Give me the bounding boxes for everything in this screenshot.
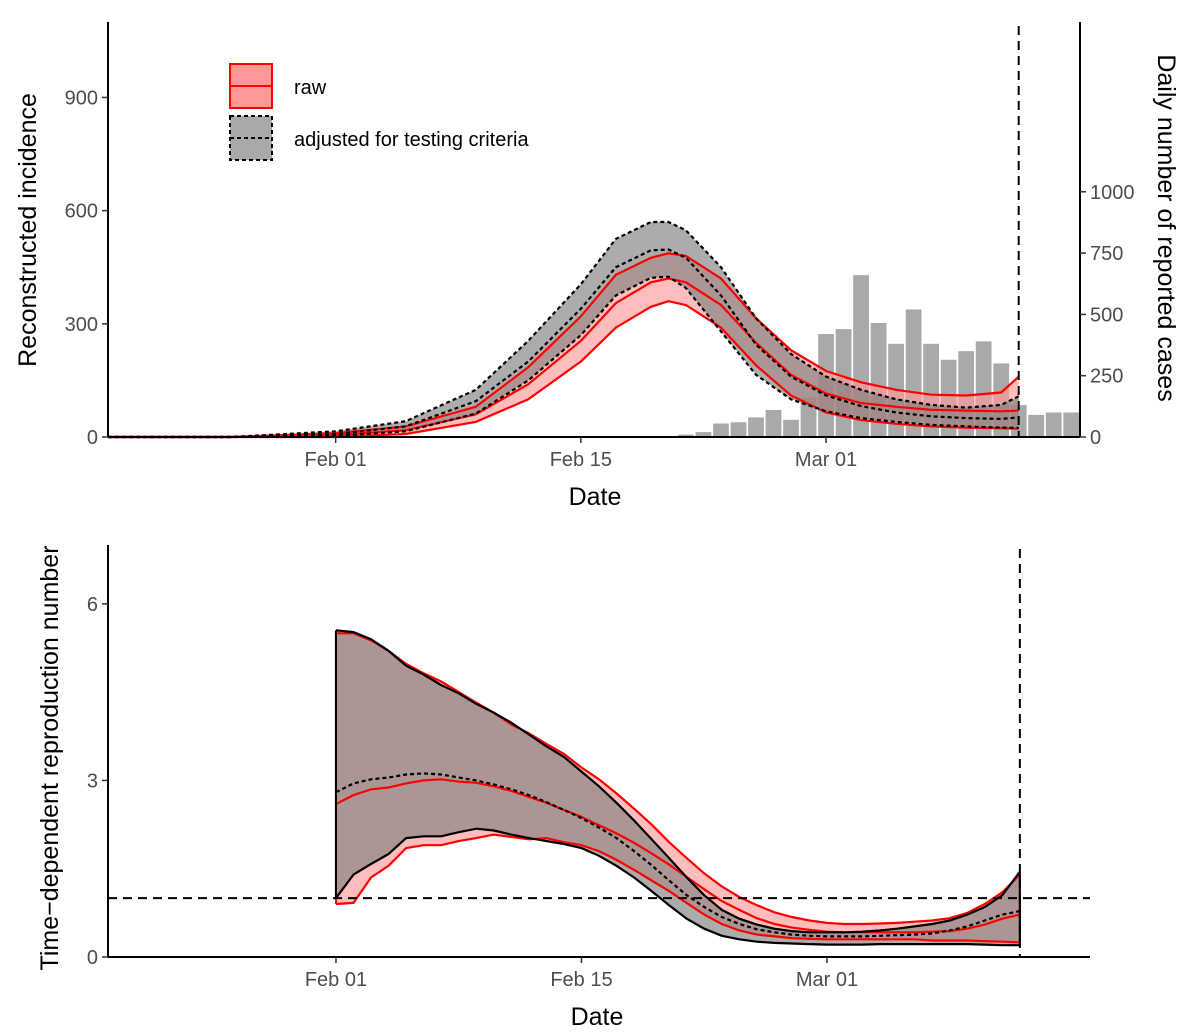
incidence-bands (108, 222, 1019, 437)
bar-58 (783, 419, 799, 437)
legend-label-raw: raw (294, 77, 327, 99)
y-tick-label-900: 900 (65, 87, 98, 109)
reproduction-panel: 0 3 6 Feb 01 Feb 15 Mar 01 Date Time−dependen… (36, 545, 1090, 1031)
bar-72 (1028, 414, 1045, 437)
x-tick-label-feb-15: Feb 15 (550, 449, 612, 471)
x-tick-label-feb-01: Feb 01 (305, 969, 367, 991)
x-tick-label-feb-01: Feb 01 (305, 449, 367, 471)
y-tick-label-0: 0 (87, 427, 98, 449)
bar-73 (1045, 412, 1062, 437)
y-tick-label-3: 3 (87, 770, 98, 792)
bar-52 (678, 434, 694, 437)
right-tick-label-0: 0 (1090, 427, 1101, 449)
band-adjusted-for-testing-criteria (336, 630, 1020, 946)
x-tick-label-mar-01: Mar 01 (796, 969, 858, 991)
incidence-x-axis-title: Date (569, 483, 622, 511)
line-adjusted-for-testing-criteria-upper (335, 629, 1021, 934)
bar-57 (765, 410, 782, 437)
line-adjusted-for-testing-criteria-lower (335, 827, 1020, 947)
right-tick-label-1000: 1000 (1090, 182, 1135, 204)
right-tick-label-750: 750 (1090, 243, 1123, 265)
legend: raw adjusted for testing criteria (229, 63, 529, 161)
incidence-axes: 0 300 600 900 Feb 01 Feb 15 Mar 01 0 250 500 750 10… (65, 22, 1135, 471)
bar-55 (730, 422, 747, 437)
reproduction-axes: 0 3 6 Feb 01 Feb 15 Mar 01 (87, 545, 1090, 991)
incidence-lines (108, 220, 1020, 439)
right-tick-label-250: 250 (1090, 366, 1123, 388)
incidence-right-axis-title: Daily number of reported cases (1152, 54, 1180, 401)
reproduction-y-axis-title: Time−dependent reproduction number (36, 545, 64, 970)
line-adjusted-for-testing-criteria-mid (108, 248, 1019, 439)
band-adjusted-for-testing-criteria (108, 222, 1019, 437)
bar-74 (1063, 412, 1080, 437)
line-adjusted-for-testing-criteria-upper (108, 220, 1020, 439)
bar-54 (713, 423, 729, 437)
incidence-panel: 0 300 600 900 Feb 01 Feb 15 Mar 01 0 250 500 750 10… (14, 22, 1180, 511)
line-raw-upper (108, 252, 1020, 439)
line-raw-lower (335, 833, 1020, 944)
line-adjusted-for-testing-criteria-lower (108, 275, 1019, 439)
incidence-y-axis-title: Reconstructed incidence (14, 93, 42, 367)
bar-53 (695, 432, 712, 437)
right-tick-label-500: 500 (1090, 304, 1123, 326)
reproduction-x-axis-title: Date (571, 1003, 624, 1031)
line-raw-upper (336, 632, 1021, 926)
x-tick-label-feb-15: Feb 15 (550, 969, 612, 991)
y-tick-label-0: 0 (87, 947, 98, 969)
bar-59 (800, 397, 817, 437)
legend-label-adjusted: adjusted for testing criteria (294, 129, 529, 151)
bar-56 (748, 417, 764, 437)
y-tick-label-6: 6 (87, 594, 98, 616)
line-raw-lower (108, 300, 1019, 439)
y-tick-label-300: 300 (65, 314, 98, 336)
line-raw-mid (335, 778, 1021, 934)
x-tick-label-mar-01: Mar 01 (795, 449, 857, 471)
y-tick-label-600: 600 (65, 201, 98, 223)
